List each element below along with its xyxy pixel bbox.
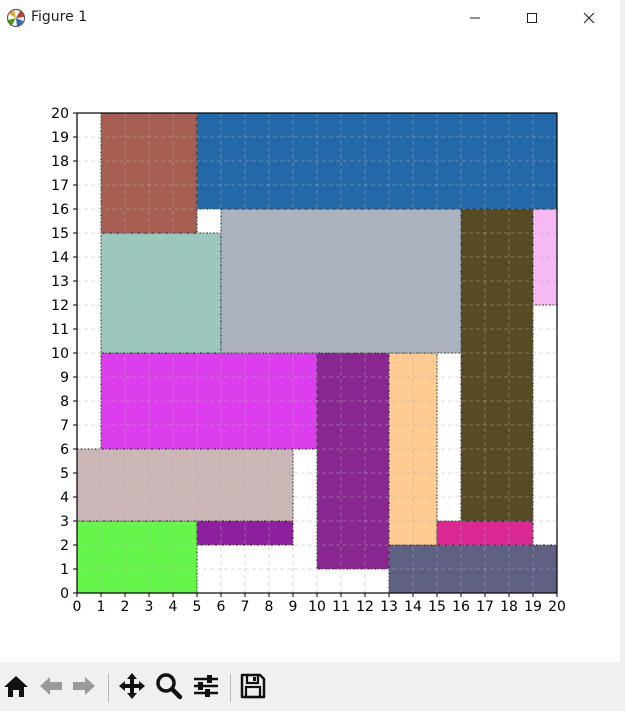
x-tick-label: 16 xyxy=(452,599,470,615)
close-button[interactable] xyxy=(566,0,612,36)
y-tick-label: 5 xyxy=(60,466,69,482)
x-tick-label: 0 xyxy=(73,599,82,615)
y-tick-label: 16 xyxy=(51,202,69,218)
y-tick-label: 10 xyxy=(51,346,69,362)
y-tick-label: 8 xyxy=(60,394,69,410)
x-tick-label: 1 xyxy=(97,599,106,615)
y-tick-label: 17 xyxy=(51,178,69,194)
y-tick-label: 19 xyxy=(51,130,69,146)
toolbar-separator xyxy=(108,674,109,702)
x-tick-label: 2 xyxy=(121,599,130,615)
maximize-button[interactable] xyxy=(509,0,555,36)
x-tick-label: 3 xyxy=(145,599,154,615)
save-icon xyxy=(240,673,266,703)
y-tick-label: 14 xyxy=(51,250,69,266)
x-tick-label: 14 xyxy=(404,599,422,615)
y-tick-label: 6 xyxy=(60,442,69,458)
x-tick-label: 18 xyxy=(500,599,518,615)
packed-rectangle xyxy=(460,208,534,522)
packing-chart: 0 1 2 3 4 5 6 7 8 9 10 11 12 13 14 15 16 17 18 19 2001234567… xyxy=(51,106,566,615)
back-button[interactable] xyxy=(37,674,65,702)
packed-rectangle xyxy=(196,112,558,210)
y-tick-label: 15 xyxy=(51,226,69,242)
maximize-icon xyxy=(526,9,538,28)
window-title: Figure 1 xyxy=(31,9,88,25)
pan-button[interactable] xyxy=(118,672,146,704)
navigation-toolbar xyxy=(0,662,620,711)
save-button[interactable] xyxy=(239,673,267,703)
x-tick-label: 13 xyxy=(380,599,398,615)
y-tick-label: 20 xyxy=(51,106,69,122)
x-tick-label: 17 xyxy=(476,599,494,615)
y-tick-label: 0 xyxy=(60,586,69,602)
x-tick-label: 7 xyxy=(241,599,250,615)
forward-arrow-icon xyxy=(71,675,97,701)
y-tick-label: 1 xyxy=(60,562,69,578)
y-tick-label: 3 xyxy=(60,514,69,530)
x-tick-label: 4 xyxy=(169,599,178,615)
x-tick-label: 5 xyxy=(193,599,202,615)
x-tick-label: 19 xyxy=(524,599,542,615)
configure-subplots-icon xyxy=(192,672,220,704)
x-tick-label: 8 xyxy=(265,599,274,615)
back-arrow-icon xyxy=(38,675,64,701)
minimize-button[interactable] xyxy=(452,0,498,36)
close-icon xyxy=(583,9,595,28)
y-tick-label: 11 xyxy=(51,322,69,338)
packed-rectangle xyxy=(76,520,198,594)
x-tick-label: 11 xyxy=(332,599,350,615)
forward-button[interactable] xyxy=(70,674,98,702)
x-tick-label: 15 xyxy=(428,599,446,615)
title-bar: Figure 1 xyxy=(0,0,625,36)
home-icon xyxy=(3,674,29,702)
packed-rectangle xyxy=(76,448,294,522)
zoom-icon xyxy=(155,672,183,704)
minimize-icon xyxy=(469,9,481,28)
x-tick-label: 20 xyxy=(548,599,566,615)
x-tick-label: 10 xyxy=(308,599,326,615)
window-edge xyxy=(620,0,625,711)
y-tick-label: 9 xyxy=(60,370,69,386)
home-button[interactable] xyxy=(2,674,30,702)
x-tick-label: 12 xyxy=(356,599,374,615)
figure-canvas[interactable]: 0 1 2 3 4 5 6 7 8 9 10 11 12 13 14 15 16 17 18 19 20 0 1 2 3 4 5 6 7… xyxy=(0,36,620,660)
x-tick-label: 6 xyxy=(217,599,226,615)
packed-rectangle xyxy=(316,352,390,570)
y-tick-label: 4 xyxy=(60,490,69,506)
y-tick-label: 18 xyxy=(51,154,69,170)
y-tick-label: 12 xyxy=(51,298,69,314)
y-tick-label: 2 xyxy=(60,538,69,554)
configure-subplots-button[interactable] xyxy=(192,674,220,702)
y-tick-label: 7 xyxy=(60,418,69,434)
toolbar-separator xyxy=(230,674,231,702)
pan-icon xyxy=(118,672,146,704)
y-tick-label: 13 xyxy=(51,274,69,290)
x-tick-label: 9 xyxy=(289,599,298,615)
matplotlib-icon xyxy=(6,8,26,28)
zoom-button[interactable] xyxy=(155,672,183,704)
packed-rectangle xyxy=(100,232,222,354)
